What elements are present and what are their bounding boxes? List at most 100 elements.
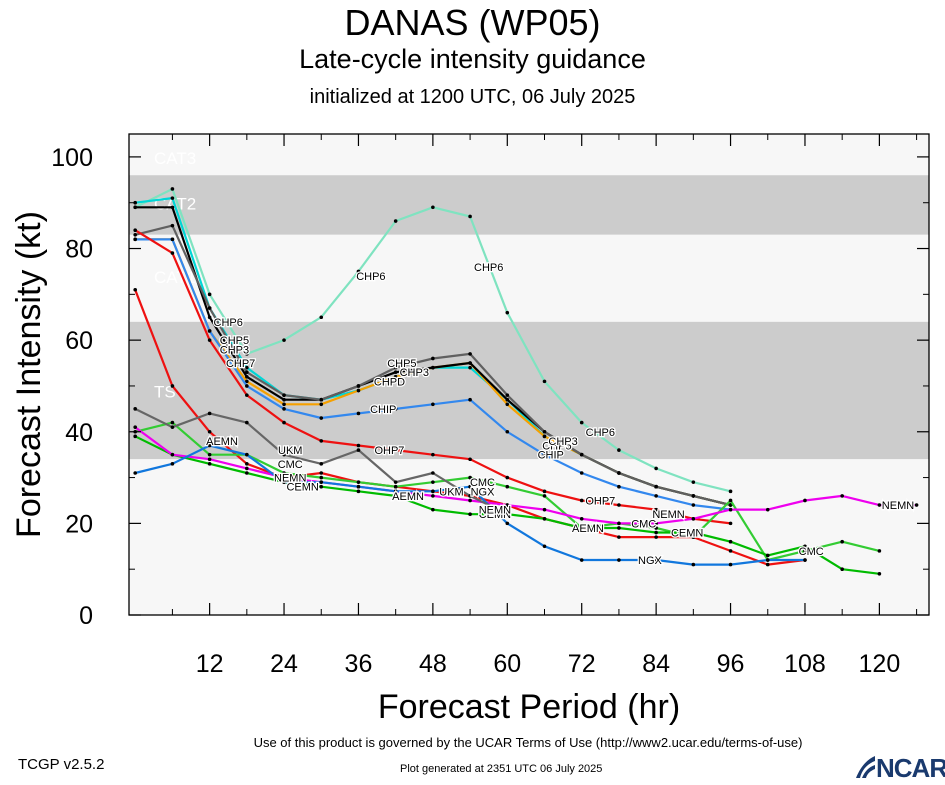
data-point-ohp7	[319, 439, 324, 443]
series-chp7	[133, 223, 733, 507]
data-point-aemn	[617, 535, 621, 539]
data-point-chip	[245, 384, 249, 388]
data-point-aemn	[728, 549, 733, 553]
data-point-chp6	[393, 219, 398, 223]
series-label-cmc: CMC	[470, 477, 495, 489]
data-point-ukm	[282, 452, 286, 457]
data-point-cmc	[468, 475, 472, 480]
data-point-ukm	[356, 448, 361, 452]
series-label-chp3: CHP3	[548, 436, 577, 448]
data-point-chp3	[207, 315, 212, 320]
data-point-ngx	[803, 558, 807, 562]
data-point-chp6	[728, 489, 733, 494]
terms-of-use-notice: Use of this product is governed by the U…	[253, 735, 803, 750]
data-point-chp6	[505, 310, 510, 315]
x-tick-label: 12	[196, 650, 224, 678]
data-point-chp6	[617, 448, 621, 452]
data-point-chip	[170, 237, 175, 242]
data-point-nemn	[245, 466, 249, 471]
x-tick-label: 60	[493, 650, 521, 678]
data-point-cemn	[356, 489, 361, 494]
data-point-ohp7	[356, 443, 361, 448]
series-label-ohp7: OHP7	[374, 445, 404, 457]
data-point-ohp7	[207, 338, 212, 342]
band-cat3	[129, 134, 929, 176]
data-point-cemn	[468, 512, 472, 517]
series-label-cmc: CMC	[278, 459, 303, 471]
data-point-chpd	[505, 402, 510, 407]
data-point-chp7	[505, 393, 510, 397]
data-point-ngx	[468, 484, 472, 489]
data-point-cemn	[245, 471, 249, 475]
data-point-cmc	[393, 484, 398, 489]
data-point-chp3	[133, 205, 138, 210]
data-point-chip	[319, 416, 324, 420]
data-point-ngx	[617, 558, 621, 562]
chart-title: DANAS (WP05)	[344, 2, 601, 43]
data-point-chp3	[245, 374, 249, 379]
x-axis-label: Forecast Period (hr)	[378, 688, 680, 726]
x-tick-label: 84	[642, 650, 670, 678]
series-label-ukm: UKM	[439, 486, 463, 498]
series-label-cemn: CEMN	[479, 509, 511, 521]
data-point-chp3	[170, 205, 175, 210]
data-point-nemn	[877, 503, 882, 507]
data-point-nemn	[542, 507, 547, 512]
x-tick-label: 24	[270, 650, 298, 678]
data-point-ngx	[282, 480, 286, 484]
data-point-ohp7	[505, 475, 510, 480]
series-label-cemn: CEMN	[671, 528, 703, 540]
data-point-cemn	[579, 526, 584, 530]
data-point-cemn	[803, 544, 807, 549]
data-point-ukm	[431, 471, 435, 475]
data-point-cemn	[542, 517, 547, 521]
data-point-chp6	[207, 292, 212, 297]
data-point-chp7	[319, 397, 324, 402]
data-point-chip	[617, 484, 621, 489]
data-point-chp3	[505, 397, 510, 402]
data-point-cemn	[840, 567, 844, 571]
x-tick-label: 36	[345, 650, 373, 678]
data-point-ngx	[207, 443, 212, 448]
data-point-ohp7	[170, 251, 175, 255]
data-point-ohp7	[728, 521, 733, 526]
version-label: TCGP v2.5.2	[18, 756, 105, 773]
series-label-nemn: NEMN	[882, 500, 914, 512]
series-label-chp6: CHP6	[474, 262, 503, 274]
data-point-aemn	[170, 384, 175, 388]
data-point-chp7	[133, 232, 138, 237]
data-point-cemn	[728, 539, 733, 544]
series-label-aemn: AEMN	[392, 491, 424, 503]
series-label-ukm: UKM	[278, 445, 302, 457]
data-point-chip	[579, 471, 584, 475]
data-point-chp5	[170, 196, 175, 200]
data-point-chp7	[282, 393, 286, 397]
series-label-chpd: CHPD	[374, 376, 405, 388]
data-point-chip	[282, 407, 286, 411]
data-point-ngx	[170, 462, 175, 466]
data-point-chp7	[617, 471, 621, 475]
data-point-chpd	[245, 379, 249, 384]
data-point-chip	[691, 503, 696, 507]
data-point-ohp7	[393, 448, 398, 452]
data-point-chp6	[579, 420, 584, 425]
series-label-nemn: NEMN	[274, 473, 306, 485]
series-label-chp5: CHP5	[387, 358, 416, 370]
data-point-cemn	[617, 526, 621, 530]
data-point-ngx	[431, 489, 435, 494]
data-point-chip	[431, 402, 435, 407]
data-point-ohp7	[431, 452, 435, 457]
band-cat1	[129, 234, 929, 322]
data-point-nemn	[728, 507, 733, 512]
series-label-nemn: NEMN	[652, 509, 684, 521]
data-point-chp7	[542, 429, 547, 434]
generated-timestamp: Plot generated at 2351 UTC 06 July 2025	[400, 763, 603, 775]
data-point-ohp7	[617, 503, 621, 507]
series-line-nemn	[134, 426, 917, 525]
data-point-chp6	[431, 205, 435, 210]
series-label-ohp7: OHP7	[585, 495, 615, 507]
data-point-chp3	[282, 397, 286, 402]
data-point-chp7	[431, 356, 435, 361]
data-point-ngx	[579, 558, 584, 562]
data-point-chip	[393, 407, 398, 411]
